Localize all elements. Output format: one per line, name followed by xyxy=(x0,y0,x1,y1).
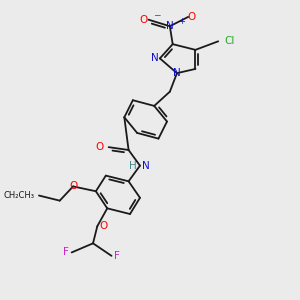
Text: N: N xyxy=(151,53,158,63)
Text: H: H xyxy=(129,160,136,171)
Text: N: N xyxy=(166,21,174,31)
Text: O: O xyxy=(95,142,104,152)
Text: Cl: Cl xyxy=(224,36,235,46)
Text: O: O xyxy=(139,15,148,25)
Text: +: + xyxy=(178,17,185,26)
Text: N: N xyxy=(142,160,150,171)
Text: −: − xyxy=(153,10,161,19)
Text: O: O xyxy=(100,221,108,231)
Text: N: N xyxy=(173,68,181,78)
Text: F: F xyxy=(114,251,120,261)
Text: O: O xyxy=(69,182,77,191)
Text: F: F xyxy=(63,248,69,257)
Text: CH₂CH₃: CH₂CH₃ xyxy=(4,191,35,200)
Text: O: O xyxy=(187,12,195,22)
